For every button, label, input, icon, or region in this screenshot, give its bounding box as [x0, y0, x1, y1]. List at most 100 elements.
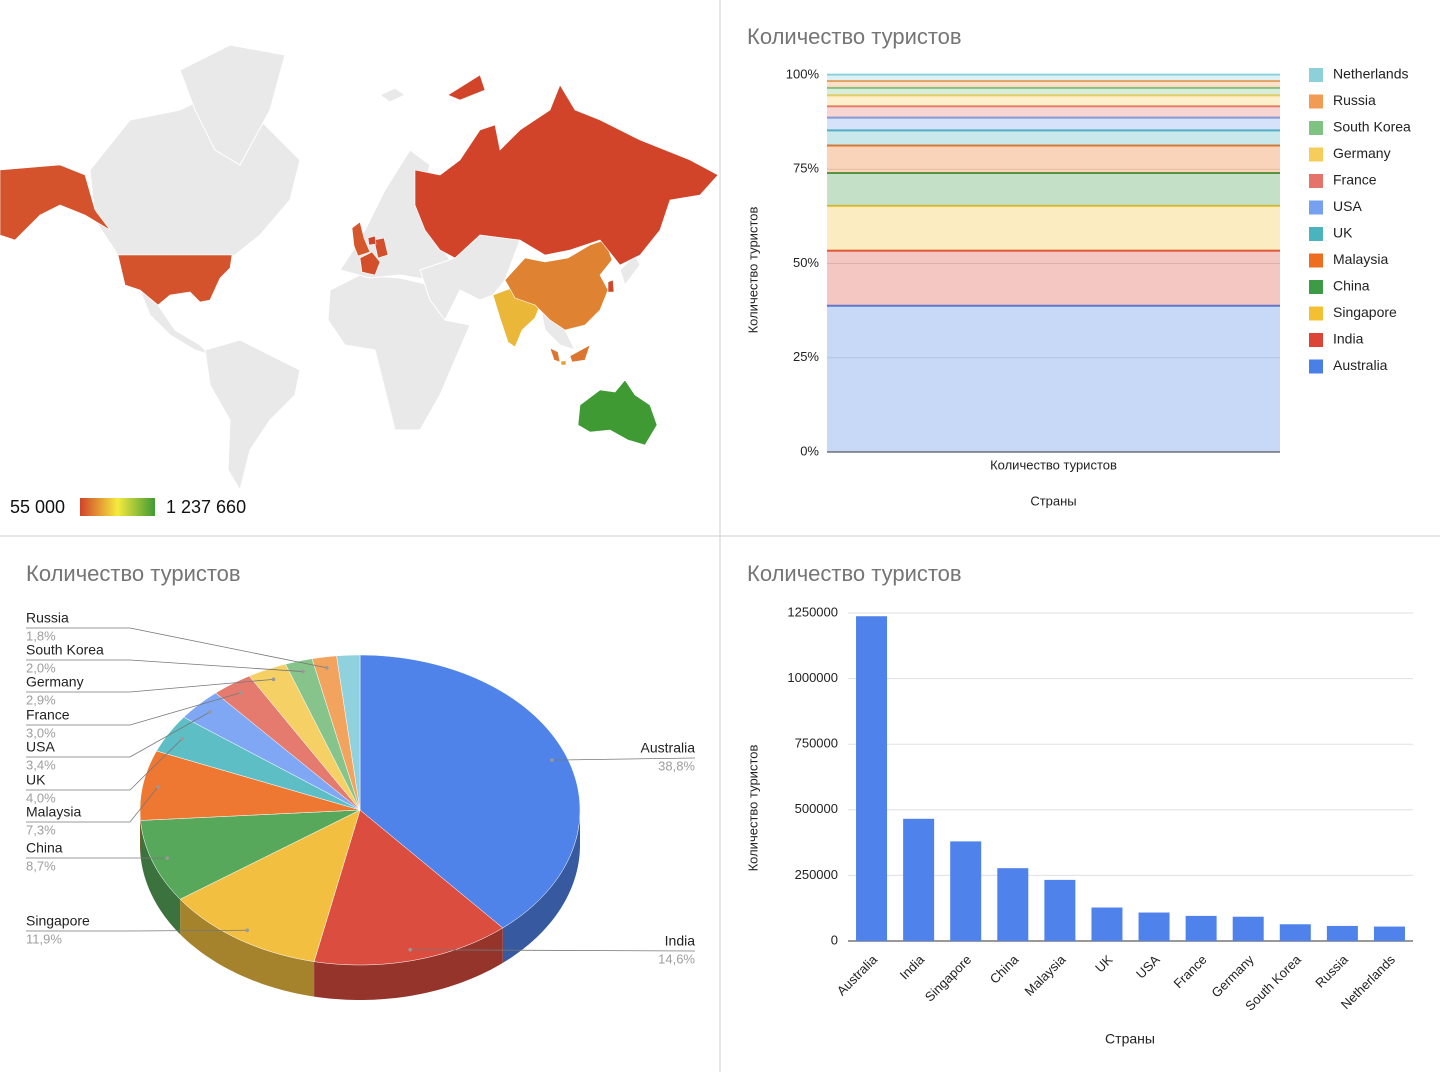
country	[373, 237, 389, 259]
pie-slice	[215, 675, 361, 811]
area-band	[827, 145, 1280, 174]
slice-label: France	[26, 707, 70, 723]
bar	[1091, 907, 1123, 941]
pie-side	[140, 820, 181, 935]
pie-slice	[179, 809, 361, 962]
x-tick-label: Russia	[1312, 951, 1351, 990]
world-map	[0, 44, 719, 492]
pie-slice	[140, 809, 361, 900]
chart-title: Количество туристов	[747, 24, 962, 49]
y-tick-label: 25%	[793, 349, 819, 364]
y-tick-label: 1000000	[787, 670, 838, 685]
legend-label: India	[1333, 331, 1364, 347]
slice-value-label: 1,8%	[26, 628, 56, 643]
legend-label: France	[1333, 172, 1377, 188]
slice-value-label: 8,7%	[26, 858, 56, 873]
pie-side	[314, 927, 503, 1000]
slice-value-label: 3,0%	[26, 725, 56, 740]
area-band	[827, 205, 1280, 251]
pie-slice	[139, 750, 361, 821]
country	[504, 239, 613, 331]
leader-line	[26, 678, 274, 693]
legend-swatch	[1309, 147, 1323, 162]
legend-swatch	[1309, 280, 1323, 294]
slice-value-label: 2,9%	[26, 692, 56, 707]
pie-slice	[183, 692, 361, 811]
slice-label: South Korea	[26, 642, 104, 658]
legend-swatch	[1309, 306, 1323, 321]
slice-label: Malaysia	[26, 804, 81, 820]
y-axis-title: Количество туристов	[745, 745, 760, 872]
slice-label: Germany	[26, 674, 84, 690]
leader-line	[26, 627, 327, 669]
x-tick-label: India	[897, 951, 928, 982]
area-band	[827, 81, 1280, 88]
x-tick-label: Singapore	[922, 952, 975, 1005]
leader-dot	[208, 710, 212, 714]
slice-value-label: 2,0%	[26, 660, 56, 675]
colorbar-max-label: 1 237 660	[166, 497, 246, 517]
country	[359, 251, 381, 276]
slice-value-label: 4,0%	[26, 790, 56, 805]
pie-slice	[359, 654, 581, 929]
legend-swatch	[1309, 68, 1323, 82]
land	[89, 94, 301, 256]
bar	[1373, 926, 1405, 941]
bar	[1326, 925, 1358, 941]
y-tick-label: 750000	[795, 736, 838, 751]
leader-line	[26, 786, 159, 823]
y-tick-label: 1250000	[787, 604, 838, 619]
y-tick-label: 500000	[795, 801, 838, 816]
colorbar	[80, 498, 155, 516]
pie-slice	[156, 716, 361, 811]
slice-value-label: 3,4%	[26, 757, 56, 772]
country	[549, 344, 591, 363]
area-band	[827, 87, 1280, 96]
area-band	[827, 95, 1280, 107]
legend-label: Australia	[1333, 357, 1388, 373]
slice-label: Australia	[641, 740, 696, 756]
slice-value-label: 7,3%	[26, 822, 56, 837]
bar	[950, 841, 982, 941]
y-tick-label: 50%	[793, 255, 819, 270]
chart-title: Количество туристов	[26, 561, 241, 586]
leader-line	[410, 949, 696, 952]
leader-line	[551, 757, 696, 761]
slice-value-label: 14,6%	[658, 951, 695, 966]
area-band	[827, 250, 1280, 306]
slice-value-label: 11,9%	[26, 931, 62, 946]
area-band	[827, 117, 1280, 131]
slice-value-label: 38,8%	[658, 758, 695, 773]
slice-label: Russia	[26, 610, 69, 626]
legend-label: Singapore	[1333, 304, 1397, 320]
legend-swatch	[1309, 253, 1323, 268]
area-band	[827, 106, 1280, 118]
country	[607, 279, 615, 293]
bar	[1044, 879, 1076, 941]
country	[577, 379, 658, 446]
slice-label: UK	[26, 772, 46, 788]
leader-dot	[271, 677, 276, 682]
y-tick-label: 0	[831, 932, 838, 947]
pie-side	[180, 899, 315, 997]
area-band	[827, 173, 1280, 206]
bar	[1138, 912, 1170, 941]
legend-swatch	[1309, 94, 1323, 109]
country	[414, 74, 719, 266]
bar	[1185, 915, 1217, 941]
leader-dot	[245, 928, 250, 933]
x-axis-title: Страны	[1030, 493, 1076, 508]
pie-side	[502, 810, 580, 963]
leader-dot	[408, 947, 413, 952]
area-band	[827, 305, 1280, 452]
x-tick-label: Australia	[834, 951, 881, 998]
legend-label: Russia	[1333, 92, 1376, 108]
land	[204, 339, 301, 492]
y-tick-label: 100%	[786, 66, 820, 81]
legend-label: UK	[1333, 225, 1353, 241]
bar	[903, 818, 935, 941]
slice-label: Singapore	[26, 913, 90, 929]
leader-dot	[239, 690, 243, 695]
bar	[856, 616, 888, 941]
